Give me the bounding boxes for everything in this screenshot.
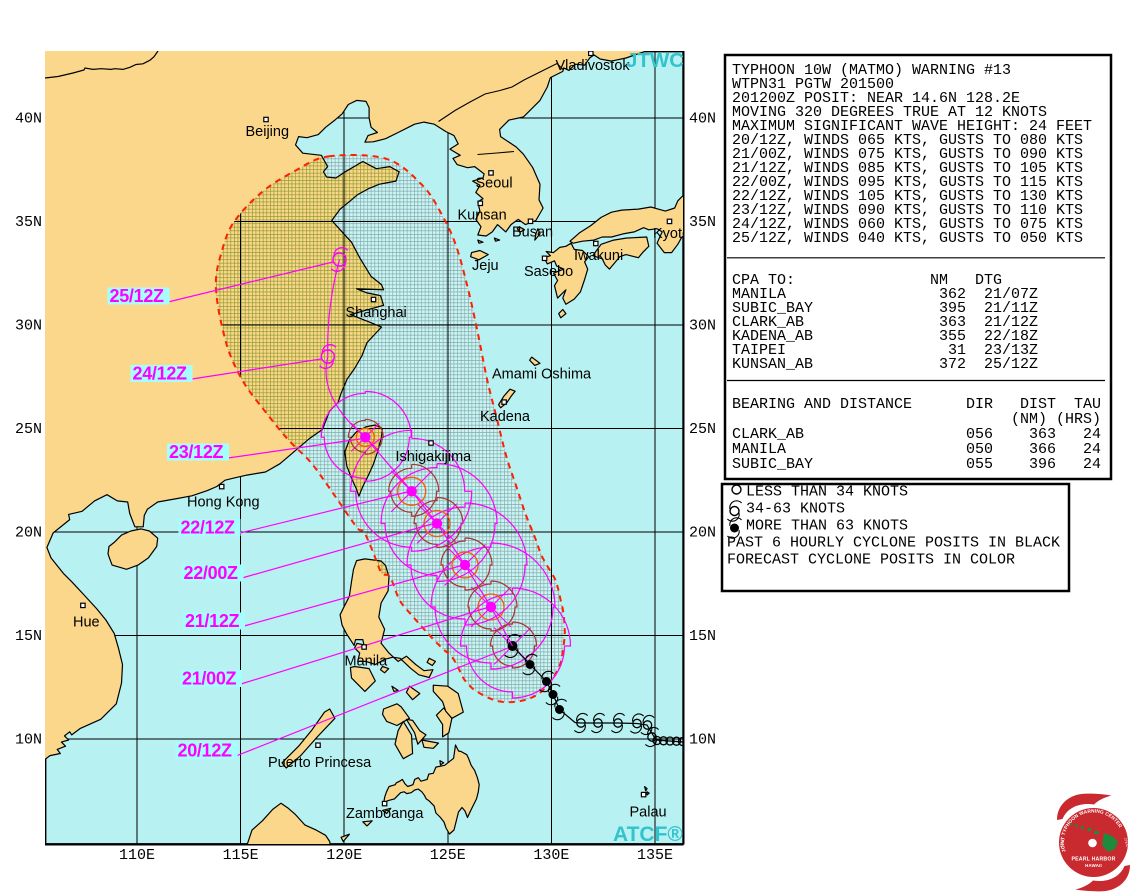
svg-text:Manila: Manila — [345, 654, 389, 670]
svg-text:SUBIC_BAY 055: SUBIC_BAY 055 396 24 — [732, 456, 1101, 473]
svg-text:Seoul: Seoul — [476, 176, 513, 192]
svg-text:20N: 20N — [15, 525, 42, 542]
svg-text:BEARING AND DISTANCE DIR: BEARING AND DISTANCE DIR DIST TAU — [732, 396, 1101, 413]
svg-text:JTWC: JTWC — [1059, 837, 1066, 848]
svg-text:(NM) (HRS): (NM) (HRS) — [732, 411, 1101, 428]
svg-text:20/12Z: 20/12Z — [178, 741, 233, 761]
svg-text:25/12Z: 25/12Z — [110, 286, 165, 306]
svg-text:23/12Z: 23/12Z — [169, 442, 224, 462]
svg-text:MANILA 050: MANILA 050 366 24 — [732, 441, 1101, 458]
svg-text:10N: 10N — [15, 732, 42, 749]
svg-text:34-63 KNOTS: 34-63 KNOTS — [746, 501, 845, 518]
svg-text:CLARK_AB 056: CLARK_AB 056 363 24 — [732, 426, 1101, 443]
svg-text:Kadena: Kadena — [480, 409, 531, 425]
svg-text:35N: 35N — [15, 214, 42, 231]
svg-text:21/12Z: 21/12Z — [185, 611, 240, 631]
svg-text:115E: 115E — [223, 847, 259, 864]
svg-text:21/12Z, WINDS 085 KTS, GUSTS T: 21/12Z, WINDS 085 KTS, GUSTS TO 105 KTS — [732, 160, 1083, 177]
svg-text:KADENA_AB 355 22: KADENA_AB 355 22/18Z — [732, 328, 1038, 345]
svg-text:Jeju: Jeju — [472, 258, 499, 274]
svg-text:20N: 20N — [689, 525, 716, 542]
svg-text:22/00Z, WINDS 095 KTS, GUSTS T: 22/00Z, WINDS 095 KTS, GUSTS TO 115 KTS — [732, 174, 1083, 191]
svg-text:Shanghai: Shanghai — [346, 305, 407, 321]
svg-text:Kyoto: Kyoto — [653, 226, 690, 242]
svg-text:21/00Z, WINDS 075 KTS, GUSTS T: 21/00Z, WINDS 075 KTS, GUSTS TO 090 KTS — [732, 146, 1083, 163]
svg-text:WTPN31 PGTW 201500: WTPN31 PGTW 201500 — [732, 76, 894, 93]
svg-text:MORE THAN 63 KNOTS: MORE THAN 63 KNOTS — [746, 518, 908, 535]
svg-text:PEARL HARBOR: PEARL HARBOR — [1071, 857, 1115, 863]
svg-text:MOVING 320 DEGREES TRUE AT 12: MOVING 320 DEGREES TRUE AT 12 KNOTS — [732, 104, 1047, 121]
svg-text:135E: 135E — [637, 847, 673, 864]
svg-text:30N: 30N — [689, 318, 716, 335]
svg-text:Ishigakijima: Ishigakijima — [396, 449, 473, 465]
svg-text:Hue: Hue — [73, 615, 100, 631]
svg-text:125E: 125E — [430, 847, 466, 864]
svg-text:22/12Z: 22/12Z — [181, 518, 236, 538]
svg-text:JTWC: JTWC — [626, 49, 684, 72]
svg-text:Sasebo: Sasebo — [524, 264, 573, 280]
svg-text:Palau: Palau — [630, 805, 667, 821]
svg-text:Kunsan: Kunsan — [458, 208, 507, 224]
svg-text:TYPHOON 10W (MATMO) WARNING #1: TYPHOON 10W (MATMO) WARNING #13 — [732, 62, 1011, 79]
svg-text:30N: 30N — [15, 318, 42, 335]
svg-text:Iwakuni: Iwakuni — [574, 248, 623, 264]
svg-text:25N: 25N — [15, 421, 42, 438]
svg-text:15N: 15N — [689, 628, 716, 645]
svg-text:Vladivostok: Vladivostok — [556, 58, 631, 74]
svg-text:24/12Z: 24/12Z — [133, 364, 188, 384]
svg-text:201200Z POSIT: NEAR 14.6N 128.: 201200Z POSIT: NEAR 14.6N 128.2E — [732, 90, 1020, 107]
svg-text:Puerto Princesa: Puerto Princesa — [268, 755, 372, 771]
svg-text:ATCF®: ATCF® — [613, 823, 683, 846]
svg-text:KUNSAN_AB 372 25: KUNSAN_AB 372 25/12Z — [732, 356, 1038, 373]
svg-text:25/12Z, WINDS 040 KTS, GUSTS T: 25/12Z, WINDS 040 KTS, GUSTS TO 050 KTS — [732, 230, 1083, 247]
svg-text:10N: 10N — [689, 732, 716, 749]
svg-text:MAXIMUM SIGNIFICANT WAVE HEIGH: MAXIMUM SIGNIFICANT WAVE HEIGHT: 24 FEET — [732, 118, 1092, 135]
svg-text:PAST 6 HOURLY CYCLONE POSITS I: PAST 6 HOURLY CYCLONE POSITS IN BLACK — [727, 535, 1060, 552]
svg-text:130E: 130E — [533, 847, 569, 864]
svg-text:20/12Z, WINDS 065 KTS, GUSTS T: 20/12Z, WINDS 065 KTS, GUSTS TO 080 KTS — [732, 132, 1083, 149]
svg-text:120E: 120E — [326, 847, 362, 864]
svg-text:15N: 15N — [15, 628, 42, 645]
svg-text:23/12Z, WINDS 090 KTS, GUSTS T: 23/12Z, WINDS 090 KTS, GUSTS TO 110 KTS — [732, 202, 1083, 219]
svg-text:Zamboanga: Zamboanga — [346, 806, 424, 822]
svg-text:21/00Z: 21/00Z — [182, 669, 237, 689]
svg-text:40N: 40N — [689, 111, 716, 128]
svg-text:110E: 110E — [119, 847, 155, 864]
svg-text:Hong Kong: Hong Kong — [187, 495, 260, 511]
svg-text:LESS THAN 34 KNOTS: LESS THAN 34 KNOTS — [746, 484, 908, 501]
svg-text:22/12Z, WINDS 105 KTS, GUSTS T: 22/12Z, WINDS 105 KTS, GUSTS TO 130 KTS — [732, 188, 1083, 205]
svg-text:CLARK_AB 363 21: CLARK_AB 363 21/12Z — [732, 314, 1038, 331]
svg-text:HAWAII: HAWAII — [1085, 863, 1102, 868]
svg-text:TAIPEI 31 23: TAIPEI 31 23/13Z — [732, 342, 1038, 359]
svg-text:35N: 35N — [689, 214, 716, 231]
svg-text:25N: 25N — [689, 421, 716, 438]
svg-text:24/12Z, WINDS 060 KTS, GUSTS T: 24/12Z, WINDS 060 KTS, GUSTS TO 075 KTS — [732, 216, 1083, 233]
svg-text:CPA TO: NM DTG: CPA TO: NM DTG — [732, 272, 1002, 289]
svg-text:Amami Oshima: Amami Oshima — [492, 367, 592, 383]
svg-text:MANILA 362 21: MANILA 362 21/07Z — [732, 286, 1038, 303]
svg-text:SUBIC_BAY 395 21: SUBIC_BAY 395 21/11Z — [732, 300, 1038, 317]
svg-text:Busan: Busan — [512, 225, 553, 241]
svg-text:FORECAST CYCLONE POSITS IN COL: FORECAST CYCLONE POSITS IN COLOR — [727, 552, 1015, 569]
svg-text:22/00Z: 22/00Z — [184, 563, 239, 583]
svg-text:JTWC: JTWC — [1123, 837, 1130, 848]
svg-text:40N: 40N — [15, 111, 42, 128]
svg-text:Beijing: Beijing — [246, 124, 290, 140]
